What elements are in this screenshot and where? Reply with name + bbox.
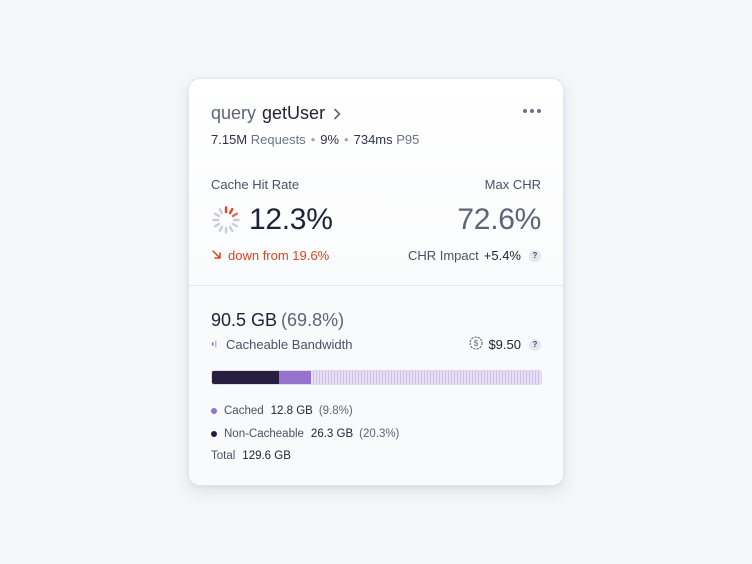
- cache-hit-rate-label: Cache Hit Rate: [211, 177, 300, 192]
- cacheable-bandwidth-text: Cacheable Bandwidth: [226, 337, 353, 352]
- query-keyword: query: [211, 103, 257, 123]
- trend-text: down from 19.6%: [228, 248, 330, 263]
- requests-label: Requests: [250, 132, 306, 147]
- cached-dot: [211, 408, 217, 414]
- loading-spinner-icon: [211, 205, 241, 235]
- chr-impact-label: CHR Impact: [407, 248, 479, 263]
- bandwidth-section: [189, 286, 563, 485]
- legend-non-cacheable: Non-Cacheable 26.3 GB (20.3%): [211, 428, 399, 440]
- query-meta: 7.15M Requests • 9% • 734ms P95: [211, 132, 419, 147]
- legend-non-cacheable-percent: (20.3%): [359, 428, 400, 440]
- chevron-right-icon[interactable]: [333, 108, 341, 120]
- bandwidth-summary: 90.5 GB (69.8%): [211, 310, 344, 331]
- non-cacheable-dot: [211, 431, 217, 437]
- chr-impact-value: +5.4%: [483, 248, 521, 263]
- legend-cached-percent: (9.8%): [318, 405, 353, 417]
- cacheable-bandwidth-label: Cacheable Bandwidth: [211, 337, 352, 352]
- arrow-down-right-icon: [211, 248, 222, 263]
- legend-total-label: Total: [211, 450, 236, 462]
- bandwidth-value: 90.5 GB: [211, 310, 278, 330]
- legend-cached-value: 12.8 GB: [270, 405, 313, 417]
- max-chr-label: Max CHR: [484, 177, 541, 192]
- requests-percent: 9%: [320, 132, 340, 147]
- cost-indicator: $ $9.50 ?: [469, 336, 541, 353]
- bandwidth-usage-bar: [211, 370, 542, 385]
- max-chr-value: 72.6%: [457, 203, 541, 236]
- bandwidth-bars-icon: [211, 337, 219, 352]
- legend-non-cacheable-value: 26.3 GB: [310, 428, 354, 440]
- cost-value: $9.50: [488, 337, 521, 352]
- svg-text:$: $: [474, 339, 479, 348]
- cached-segment: [278, 371, 312, 384]
- bandwidth-percent: (69.8%): [281, 310, 345, 330]
- legend-cached: Cached 12.8 GB (9.8%): [211, 405, 353, 417]
- requests-value: 7.15M: [211, 132, 248, 147]
- more-dot: [530, 109, 534, 113]
- meta-separator: •: [344, 132, 349, 147]
- p95-value: 734ms: [353, 132, 393, 147]
- meta-separator: •: [310, 132, 316, 147]
- dollar-badge-icon: $: [469, 336, 484, 353]
- query-title[interactable]: query getUser: [211, 103, 341, 124]
- legend-total: Total 129.6 GB: [211, 450, 291, 462]
- legend-cached-label: Cached: [224, 405, 264, 417]
- legend-total-value: 129.6 GB: [242, 450, 291, 462]
- query-card: query getUser 7.15M Requests • 9% • 734ms P9…: [188, 78, 564, 486]
- legend-non-cacheable-label: Non-Cacheable: [224, 428, 304, 440]
- p95-label: P95: [396, 132, 420, 147]
- more-dot: [523, 109, 527, 113]
- non-cacheable-segment: [212, 371, 279, 384]
- more-options-icon[interactable]: [523, 106, 543, 116]
- trend-indicator: down from 19.6%: [211, 248, 329, 263]
- query-name: getUser: [262, 103, 326, 123]
- cache-hit-rate-value: 12.3%: [249, 203, 333, 236]
- more-dot: [537, 109, 541, 113]
- cache-hit-section: [189, 79, 563, 286]
- help-icon[interactable]: ?: [529, 249, 541, 262]
- help-icon[interactable]: ?: [529, 338, 541, 351]
- chr-impact: CHR Impact +5.4% ?: [408, 248, 541, 263]
